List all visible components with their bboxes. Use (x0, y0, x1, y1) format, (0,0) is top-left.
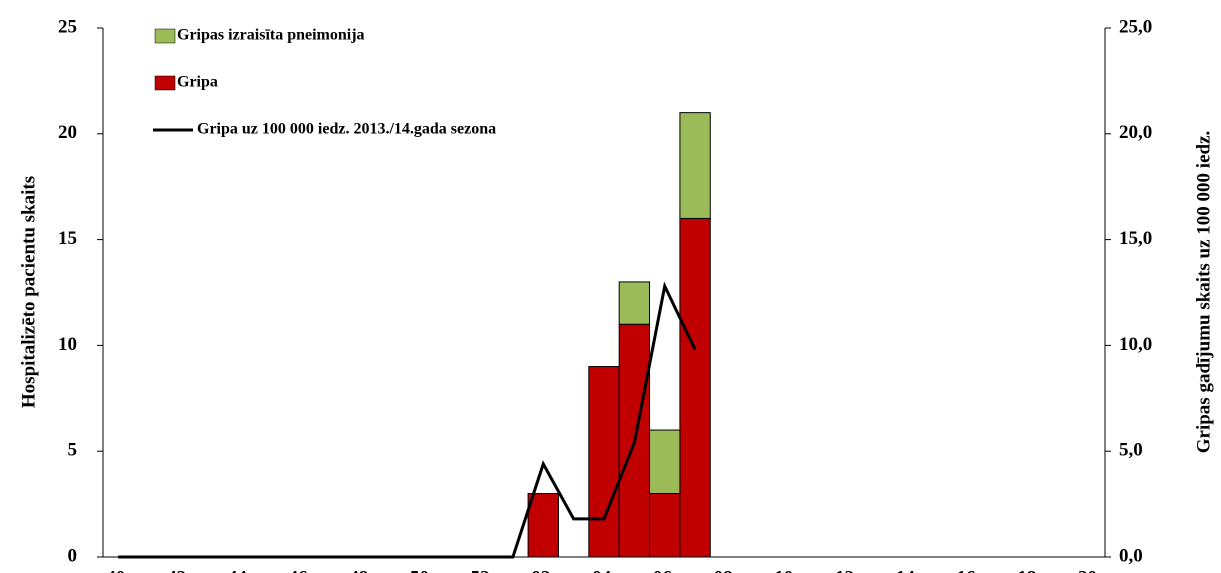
y-axis-title: Hospitalizēto pacientu skaits (18, 176, 39, 408)
x-tick-label: 08. (714, 567, 738, 573)
y2-tick-label: 15,0 (1119, 228, 1152, 249)
y2-tick-label: 0,0 (1119, 545, 1143, 566)
legend-swatch (154, 28, 176, 44)
y2-tick-label: 25,0 (1119, 16, 1152, 37)
x-tick-label: 10. (774, 567, 798, 573)
y-tick-label: 5 (68, 440, 78, 461)
x-tick-label: 06. (653, 567, 677, 573)
x-tick-label: 18. (1017, 567, 1041, 573)
bar (679, 112, 711, 219)
x-tick-label: 12. (835, 567, 859, 573)
x-tick-label: 48. (349, 567, 373, 573)
y-tick-label: 15 (58, 228, 77, 249)
bar (649, 493, 681, 558)
x-tick-label: 14. (896, 567, 920, 573)
line (118, 281, 697, 559)
x-tick-label: 44. (228, 567, 252, 573)
y2-tick-label: 20,0 (1119, 122, 1152, 143)
bar (618, 281, 651, 325)
x-tick-label: 04. (592, 567, 616, 573)
x-tick-label: 16. (956, 567, 980, 573)
legend-swatch (154, 75, 176, 91)
y-tick-label: 10 (58, 334, 77, 355)
bar (527, 493, 559, 558)
bar (649, 429, 681, 495)
x-tick-label: 40. (106, 567, 130, 573)
x-tick-label: 42. (167, 567, 191, 573)
y-tick-label: 25 (58, 16, 77, 37)
legend-label: Gripas izraisīta pneimonija (177, 27, 365, 44)
y2-axis-title: Gripas gadījumu skaits uz 100 000 iedz. (1193, 131, 1214, 454)
legend-label: Gripa (177, 74, 218, 91)
x-tick-label: 52. (471, 567, 495, 573)
y2-tick-label: 10,0 (1119, 334, 1152, 355)
bar (679, 217, 711, 558)
y-tick-label: 20 (58, 122, 77, 143)
legend-label: Gripa uz 100 000 iedz. 2013./14.gada sez… (197, 121, 496, 138)
x-tick-label: 02. (531, 567, 555, 573)
y2-tick-label: 5,0 (1119, 440, 1143, 461)
x-tick-label: 50. (410, 567, 434, 573)
x-tick-label: 20. (1078, 567, 1102, 573)
x-tick-label: 46. (288, 567, 312, 573)
bar (588, 366, 620, 558)
y-tick-label: 0 (68, 545, 78, 566)
